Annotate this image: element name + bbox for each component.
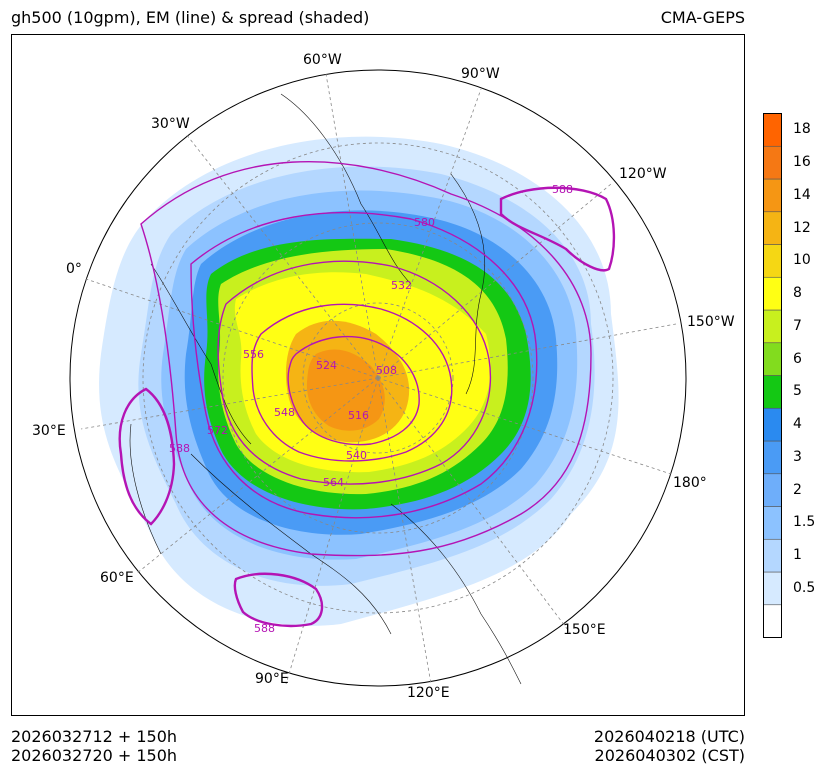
- lon-label: 180°: [673, 475, 707, 491]
- lon-label: 30°E: [32, 423, 66, 439]
- lon-label: 150°E: [563, 622, 606, 638]
- contour-label: 532: [391, 279, 412, 292]
- contour-label: 572: [207, 424, 228, 437]
- contour-label: 556: [243, 348, 264, 361]
- colorbar-swatch: [763, 113, 782, 147]
- colorbar-tick-label: 7: [793, 317, 802, 334]
- lon-label: 0°: [66, 261, 82, 277]
- colorbar-tick-label: 3: [793, 448, 802, 465]
- colorbar-swatch: [763, 473, 782, 507]
- contour-labels: 588 580 532 556 524 508 548 516 572 540 …: [169, 183, 573, 635]
- colorbar-tick-label: 12: [793, 219, 811, 236]
- valid-utc: 2026040218 (UTC): [593, 727, 745, 746]
- colorbar-tick-label: 1: [793, 547, 802, 564]
- colorbar-swatch: [763, 342, 782, 376]
- mean-contours: [140, 161, 592, 557]
- colorbar-tick-label: 16: [793, 154, 811, 171]
- polar-map: 588 580 532 556 524 508 548 516 572 540 …: [32, 52, 735, 701]
- init-utc: 2026032712 + 150h: [11, 727, 178, 746]
- colorbar-swatch: [763, 440, 782, 475]
- contour-label: 548: [274, 406, 295, 419]
- colorbar-tick-label: 2: [793, 481, 802, 498]
- contour-label: 540: [346, 449, 367, 462]
- colorbar-tick-label: 0.5: [793, 579, 816, 596]
- colorbar-tick-label: 18: [793, 121, 811, 138]
- init-times: 2026032712 + 150h 2026032720 + 150h: [11, 727, 177, 765]
- colorbar-swatch: [763, 211, 782, 245]
- longitude-labels: 60°W 90°W 30°W 120°W 0° 150°W 30°E 180° …: [32, 52, 735, 701]
- colorbar-tick-label: 6: [793, 350, 802, 367]
- lon-label: 60°E: [100, 570, 134, 586]
- colorbar-swatch: [763, 178, 782, 213]
- contour-label: 588: [169, 442, 190, 455]
- colorbar-swatch: [763, 604, 782, 638]
- contour-label: 508: [376, 364, 397, 377]
- spread-band-14: [306, 349, 385, 431]
- colorbar-swatch: [763, 571, 782, 606]
- colorbar-swatch: [763, 309, 782, 344]
- colorbar-swatch: [763, 538, 782, 573]
- valid-cst: 2026040302 (CST): [594, 746, 745, 765]
- colorbar-tick-label: 10: [793, 252, 811, 269]
- colorbar-tick-label: 14: [793, 186, 811, 203]
- colorbar-tick-label: 4: [793, 416, 802, 433]
- colorbar-tick-label: 1.5: [793, 514, 816, 531]
- colorbar-tick-label: 5: [793, 383, 802, 400]
- graticule: [80, 73, 677, 685]
- valid-times: 2026040218 (UTC) 2026040302 (CST): [594, 727, 745, 765]
- contour-label: 516: [348, 409, 369, 422]
- spread-colorbar: [763, 113, 782, 638]
- lon-label: 30°W: [151, 116, 190, 132]
- lon-label: 90°E: [255, 671, 289, 687]
- contour-label: 524: [316, 359, 337, 372]
- lon-label: 90°W: [461, 66, 500, 82]
- contour-label: 564: [323, 476, 344, 489]
- 588-contours: [118, 186, 616, 628]
- lon-label: 150°W: [687, 314, 735, 330]
- lon-label: 120°W: [619, 166, 667, 182]
- colorbar-swatch: [763, 375, 782, 409]
- contour-label: 588: [254, 622, 275, 635]
- lon-label: 60°W: [303, 52, 342, 68]
- contour-label: 588: [552, 183, 573, 196]
- colorbar-swatch: [763, 276, 782, 311]
- init-cst: 2026032720 + 150h: [11, 746, 178, 765]
- colorbar-swatch: [763, 506, 782, 540]
- model-name: CMA-GEPS: [660, 8, 745, 27]
- colorbar-tick-label: 8: [793, 285, 802, 302]
- colorbar-swatch: [763, 244, 782, 278]
- lon-label: 120°E: [407, 685, 450, 701]
- colorbar-swatch: [763, 145, 782, 180]
- map-title: gh500 (10gpm), EM (line) & spread (shade…: [11, 8, 370, 27]
- contour-label: 580: [414, 216, 435, 229]
- colorbar-swatch: [763, 407, 782, 442]
